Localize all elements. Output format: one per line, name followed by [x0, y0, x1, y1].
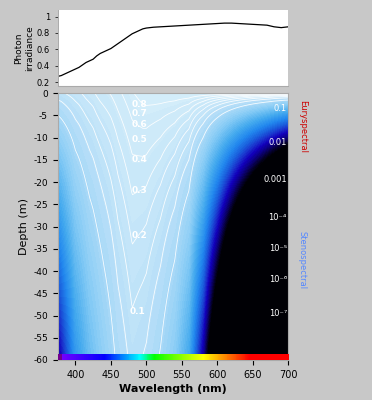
Text: 10⁻⁷: 10⁻⁷ [269, 309, 287, 318]
Text: 10⁻⁴: 10⁻⁴ [269, 213, 287, 222]
Y-axis label: Depth (m): Depth (m) [19, 198, 29, 255]
Text: 0.01: 0.01 [269, 138, 287, 146]
Text: Euryspectral: Euryspectral [298, 100, 307, 153]
Text: 0.7: 0.7 [131, 109, 147, 118]
Text: 10⁻⁵: 10⁻⁵ [269, 244, 287, 253]
Text: Stenospectral: Stenospectral [298, 231, 307, 289]
Text: 0.3: 0.3 [131, 186, 147, 196]
Text: 0.001: 0.001 [263, 175, 287, 184]
Text: 0.5: 0.5 [131, 135, 147, 144]
Text: 0.1: 0.1 [274, 104, 287, 113]
X-axis label: Wavelength (nm): Wavelength (nm) [119, 384, 227, 394]
Text: 0.8: 0.8 [131, 100, 147, 109]
Text: 0.1: 0.1 [129, 306, 145, 316]
Text: 10⁻⁶: 10⁻⁶ [269, 276, 287, 284]
Text: 0.6: 0.6 [131, 120, 147, 129]
Text: 0.4: 0.4 [131, 155, 147, 164]
Y-axis label: Photon
irradiance: Photon irradiance [14, 25, 34, 71]
Text: 0.2: 0.2 [131, 231, 147, 240]
